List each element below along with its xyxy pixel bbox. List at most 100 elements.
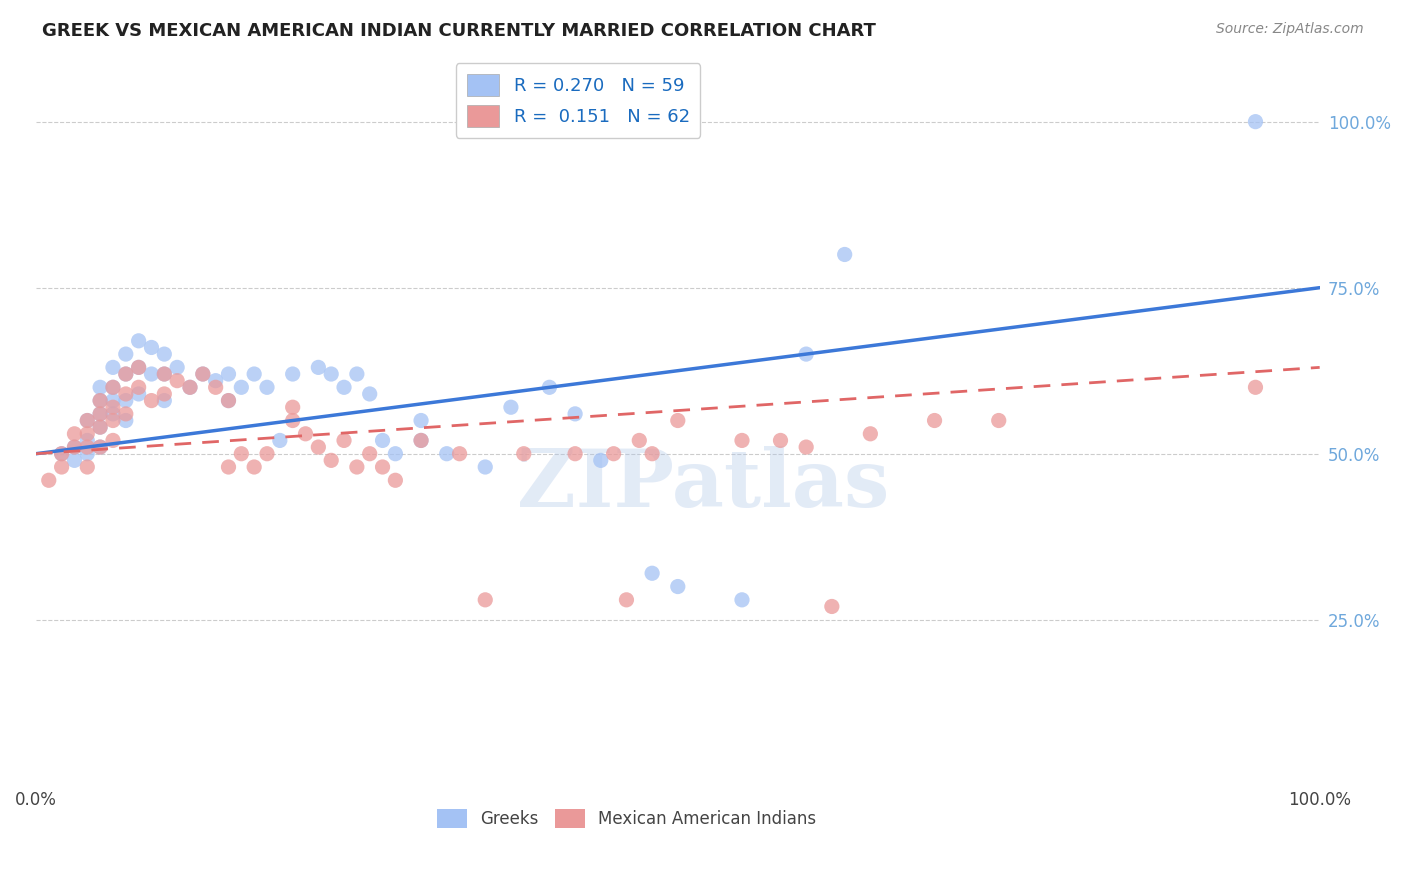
Point [256,380,278,394]
Point [333,380,356,394]
Point [89,420,111,434]
Point [51,447,73,461]
Point [153,347,176,361]
Point [307,440,329,454]
Point [153,367,176,381]
Point [474,592,496,607]
Point [371,460,394,475]
Point [179,380,201,394]
Point [76,426,98,441]
Point [628,434,651,448]
Point [128,360,150,375]
Point [141,393,163,408]
Point [63,426,86,441]
Point [89,380,111,394]
Text: GREEK VS MEXICAN AMERICAN INDIAN CURRENTLY MARRIED CORRELATION CHART: GREEK VS MEXICAN AMERICAN INDIAN CURRENT… [42,22,876,40]
Point [128,334,150,348]
Point [153,387,176,401]
Point [294,426,316,441]
Point [436,447,458,461]
Point [101,380,124,394]
Point [564,407,586,421]
Point [101,401,124,415]
Point [281,413,304,427]
Point [191,367,214,381]
Point [666,580,689,594]
Point [51,460,73,475]
Point [76,447,98,461]
Point [114,413,136,427]
Point [859,426,882,441]
Point [89,393,111,408]
Point [141,367,163,381]
Point [281,367,304,381]
Point [821,599,844,614]
Point [76,434,98,448]
Point [114,367,136,381]
Point [384,447,406,461]
Point [76,440,98,454]
Point [1244,114,1267,128]
Point [256,447,278,461]
Point [191,367,214,381]
Point [231,380,253,394]
Point [204,380,226,394]
Point [128,387,150,401]
Point [89,420,111,434]
Point [449,447,471,461]
Point [641,447,664,461]
Point [179,380,201,394]
Point [101,413,124,427]
Point [538,380,561,394]
Point [153,367,176,381]
Point [89,440,111,454]
Point [321,453,343,467]
Point [769,434,792,448]
Point [101,434,124,448]
Point [641,566,664,581]
Point [218,367,240,381]
Point [321,367,343,381]
Point [513,447,536,461]
Point [359,387,381,401]
Point [731,434,754,448]
Point [76,413,98,427]
Point [114,407,136,421]
Point [89,407,111,421]
Point [346,367,368,381]
Point [987,413,1010,427]
Point [63,440,86,454]
Point [89,407,111,421]
Point [218,393,240,408]
Point [589,453,612,467]
Point [114,367,136,381]
Point [794,347,817,361]
Point [731,592,754,607]
Point [128,380,150,394]
Point [231,447,253,461]
Point [101,380,124,394]
Point [346,460,368,475]
Point [101,360,124,375]
Point [243,460,266,475]
Point [281,401,304,415]
Point [409,434,432,448]
Point [101,407,124,421]
Point [409,413,432,427]
Point [371,434,394,448]
Point [616,592,638,607]
Point [409,434,432,448]
Point [269,434,291,448]
Point [141,341,163,355]
Text: Source: ZipAtlas.com: Source: ZipAtlas.com [1216,22,1364,37]
Point [218,393,240,408]
Point [474,460,496,475]
Point [564,447,586,461]
Point [218,460,240,475]
Point [101,393,124,408]
Point [602,447,624,461]
Point [89,393,111,408]
Point [114,387,136,401]
Point [794,440,817,454]
Point [51,447,73,461]
